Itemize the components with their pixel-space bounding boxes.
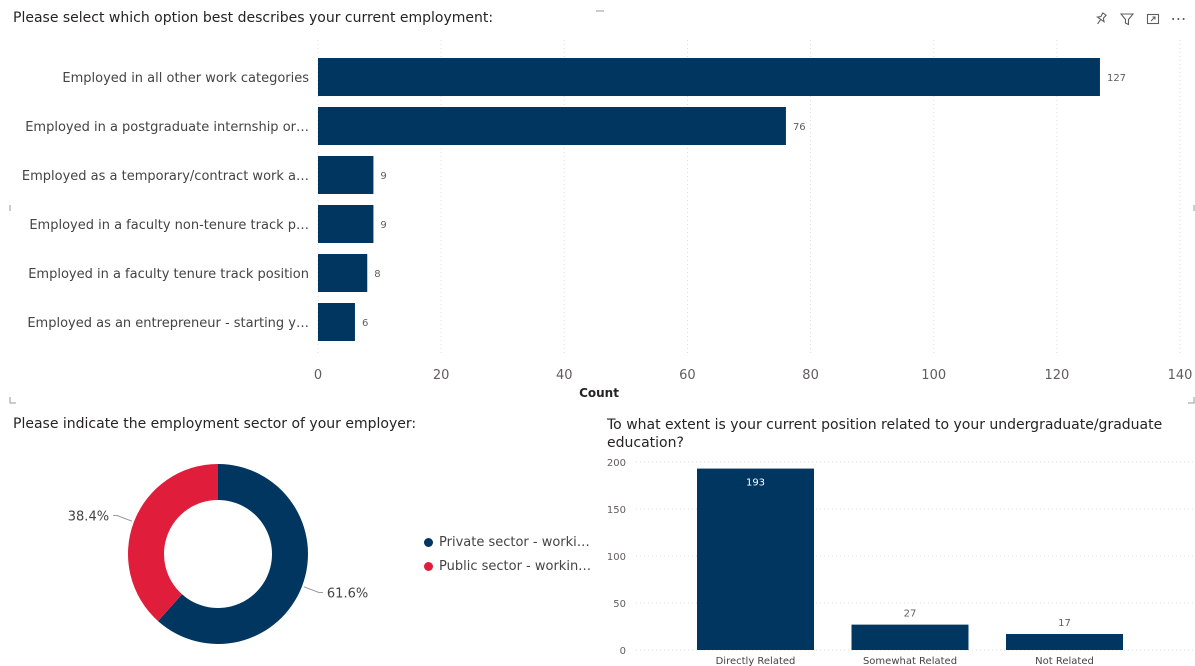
x-tick-label: 140 (1168, 368, 1193, 383)
filter-icon[interactable] (1118, 10, 1135, 27)
data-label: 9 (380, 171, 386, 182)
data-label: 193 (746, 478, 765, 489)
x-tick-label: 60 (679, 368, 696, 383)
y-tick-label: 200 (607, 458, 626, 469)
y-tick-label: 0 (620, 646, 626, 657)
bar (318, 254, 368, 292)
x-tick-label: 0 (314, 368, 322, 383)
data-label: 8 (374, 269, 380, 280)
bar (318, 58, 1100, 96)
leader-line (303, 586, 323, 593)
y-tick-label: 150 (607, 505, 626, 516)
x-tick-label: 20 (433, 368, 450, 383)
column (1006, 634, 1123, 650)
x-tick-label: 120 (1044, 368, 1069, 383)
bar (318, 205, 374, 243)
x-tick-label: 80 (802, 368, 819, 383)
donut-slice (158, 464, 308, 644)
data-label: 6 (362, 318, 368, 329)
related-chart-title: To what extent is your current position … (607, 416, 1162, 452)
y-tick-label: 50 (613, 599, 626, 610)
bar (318, 107, 786, 145)
visual-frame-handles (9, 10, 1195, 404)
data-label: 76 (793, 122, 806, 133)
x-category-label: Directly Related (716, 656, 796, 666)
legend-label: Private sector - worki… (439, 535, 590, 550)
x-category-label: Not Related (1035, 656, 1094, 666)
legend-item-private[interactable]: Private sector - worki… (424, 535, 591, 550)
y-category-label: Employed in all other work categories (62, 71, 309, 86)
y-tick-label: 100 (607, 552, 626, 563)
legend-swatch (424, 562, 433, 571)
legend-label: Public sector - workin… (439, 559, 592, 574)
data-label: 9 (380, 220, 386, 231)
related-title-line-2: education? (607, 435, 684, 451)
y-category-label: Employed in a postgraduate internship or… (25, 120, 309, 135)
x-tick-label: 100 (921, 368, 946, 383)
y-category-label: Employed in a faculty non-tenure track p… (29, 218, 309, 233)
focus-mode-icon[interactable] (1144, 10, 1161, 27)
employment-bar-chart: 0 20 40 60 80 100 120 140 Count 127 Employed in al… (22, 40, 1193, 400)
data-label: 27 (904, 609, 917, 620)
data-label: 17 (1058, 618, 1071, 629)
sector-donut-chart: 61.6% 38.4% (68, 464, 368, 644)
legend-item-public[interactable]: Public sector - workin… (424, 559, 591, 574)
y-category-label: Employed in a faculty tenure track posit… (28, 267, 309, 282)
pin-icon[interactable] (1092, 10, 1109, 27)
donut-slice (128, 464, 218, 622)
leader-line (113, 515, 133, 522)
x-tick-label: 40 (556, 368, 573, 383)
data-label: 127 (1107, 73, 1126, 84)
column (697, 468, 814, 650)
visual-toolbar: ⋯ (1092, 9, 1187, 28)
bar (318, 303, 355, 341)
slice-label: 38.4% (68, 510, 109, 525)
related-title-line-1: To what extent is your current position … (607, 417, 1163, 433)
y-category-label: Employed as a temporary/contract work a… (22, 169, 309, 184)
sector-chart-title: Please indicate the employment sector of… (13, 416, 417, 432)
slice-label: 61.6% (327, 586, 368, 601)
sector-legend: Private sector - worki… Public sector - … (424, 535, 591, 574)
relatedness-column-chart: 0 50 100 150 200 193 Directly Related 27 Somewha… (607, 458, 1195, 666)
legend-swatch (424, 538, 433, 547)
x-axis-title: Count (579, 386, 619, 400)
top-chart-title: Please select which option best describe… (13, 10, 494, 26)
bar (318, 156, 374, 194)
more-options-icon[interactable]: ⋯ (1170, 9, 1187, 28)
x-category-label: Somewhat Related (863, 656, 957, 666)
column (851, 624, 969, 650)
y-category-label: Employed as an entrepreneur - starting y… (27, 316, 309, 331)
